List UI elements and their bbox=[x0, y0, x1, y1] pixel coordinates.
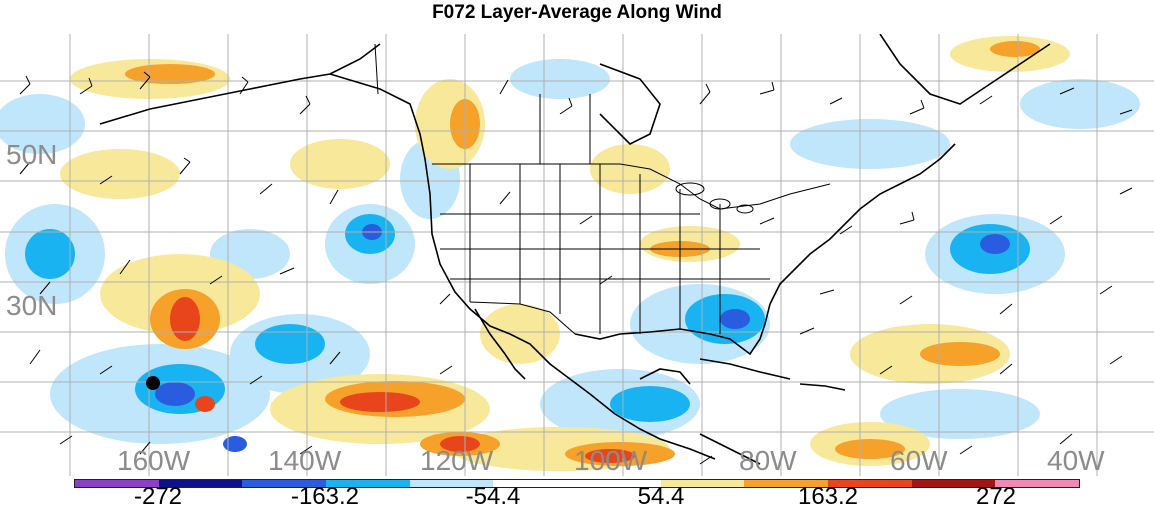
anomaly-shading bbox=[0, 36, 1140, 471]
hispaniola bbox=[799, 383, 846, 391]
colorbar-swatch bbox=[326, 480, 410, 487]
colorbar-label: 272 bbox=[975, 483, 1017, 510]
colorbar-label: 54.4 bbox=[637, 483, 685, 510]
central-america bbox=[699, 433, 761, 465]
colorbar-swatch bbox=[242, 480, 327, 487]
colorbar-label: -54.4 bbox=[465, 483, 521, 510]
greenland-coast bbox=[879, 34, 1051, 105]
lakes bbox=[675, 182, 754, 214]
station-marker bbox=[146, 376, 160, 390]
east-coast bbox=[769, 143, 956, 305]
cuba bbox=[699, 358, 791, 380]
lat-lon-grid bbox=[0, 34, 1154, 476]
political-borders bbox=[374, 43, 831, 335]
north-america-west-coast bbox=[329, 73, 716, 460]
colorbar-label: -272 bbox=[133, 483, 183, 510]
coastlines bbox=[99, 34, 1051, 465]
map-title: F072 Layer-Average Along Wind bbox=[432, 2, 722, 23]
colorbar-swatch bbox=[409, 480, 494, 487]
wind-barbs bbox=[19, 71, 1133, 465]
us-mexico-border bbox=[469, 301, 576, 335]
hudson-bay bbox=[599, 63, 661, 145]
color-scale-bar bbox=[74, 479, 1080, 488]
baja-california bbox=[474, 308, 526, 380]
gulf-coast bbox=[574, 303, 771, 356]
colorbar-swatch bbox=[577, 480, 661, 487]
colorbar-swatch bbox=[995, 480, 1080, 487]
colorbar-swatch bbox=[911, 480, 996, 487]
colorbar-swatch bbox=[75, 480, 159, 487]
us-canada-border bbox=[432, 163, 831, 210]
weather-map bbox=[0, 34, 1154, 476]
alaska-coast bbox=[99, 43, 381, 125]
colorbar-swatch bbox=[158, 480, 243, 487]
colorbar-swatch bbox=[660, 480, 745, 487]
colorbar-label: -163.2 bbox=[290, 483, 360, 510]
alaska-border bbox=[374, 43, 379, 95]
colorbar-swatch bbox=[493, 480, 578, 487]
colorbar-swatch bbox=[828, 480, 912, 487]
yucatan bbox=[639, 368, 691, 385]
colorbar-label: 163.2 bbox=[797, 483, 859, 510]
colorbar-swatch bbox=[744, 480, 829, 487]
